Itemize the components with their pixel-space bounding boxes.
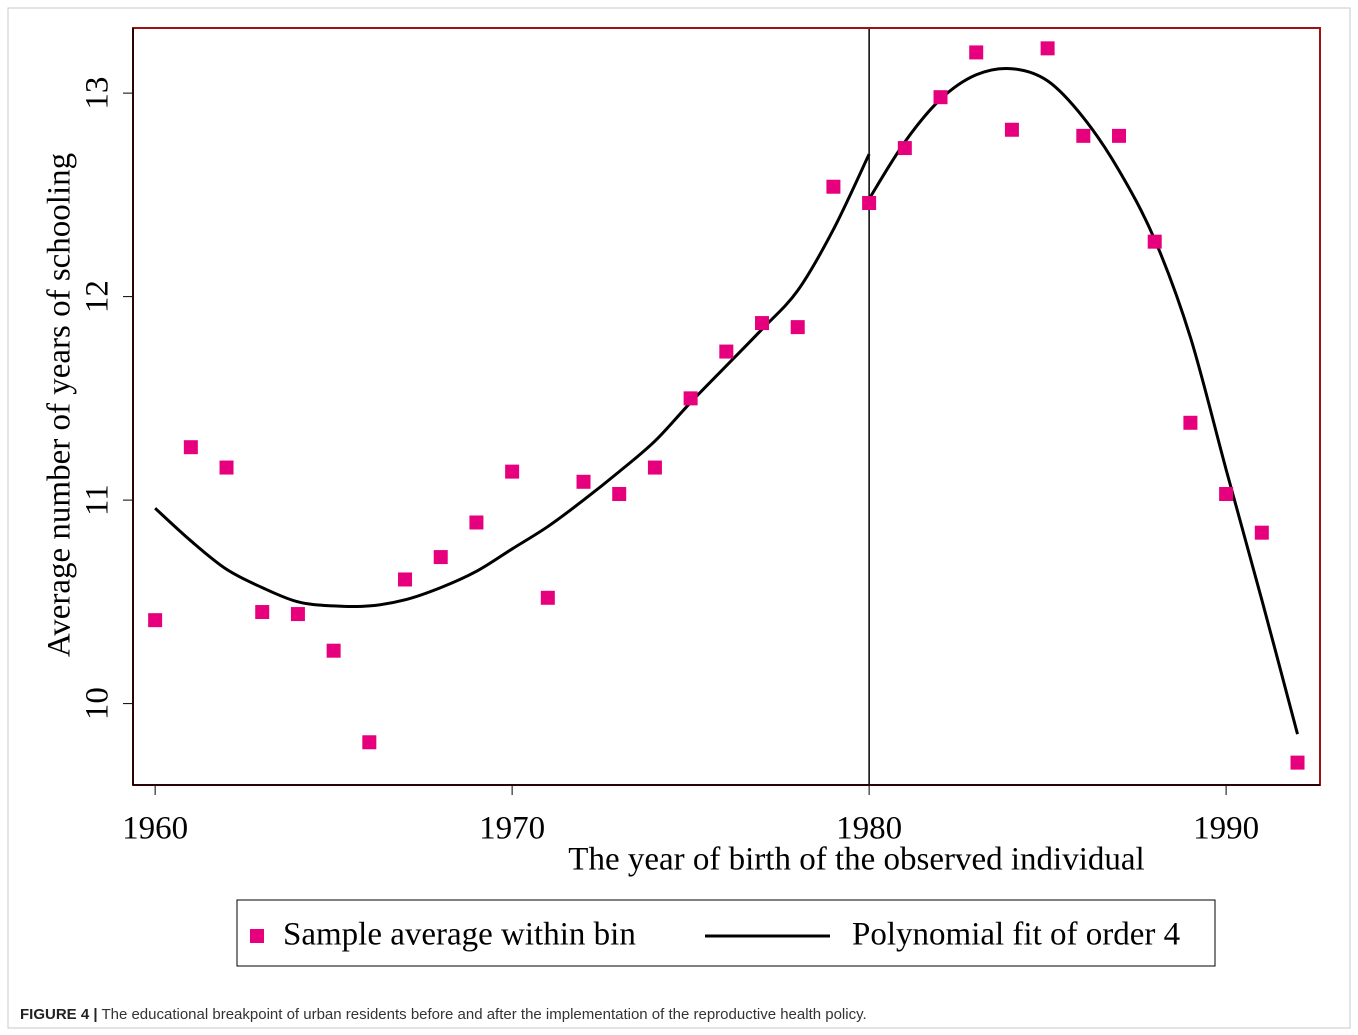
y-axis-label: Average number of years of schooling [42, 153, 78, 657]
marker [933, 90, 948, 105]
marker [1004, 122, 1019, 137]
fit-line [867, 66, 1299, 735]
fit-line [154, 153, 871, 609]
frame [7, 7, 1351, 1029]
marker [1290, 755, 1305, 770]
marker [219, 460, 234, 475]
marker [1219, 487, 1234, 502]
marker [505, 464, 520, 479]
marker [1040, 41, 1055, 56]
marker [897, 141, 912, 156]
marker [183, 440, 198, 455]
marker [1183, 415, 1198, 430]
marker [1112, 128, 1127, 143]
marker [433, 550, 448, 565]
legend-label: Polynomial fit of order 4 [852, 917, 1180, 953]
x-axis-label: The year of birth of the observed indivi… [568, 842, 1144, 878]
marker [398, 572, 413, 587]
legend-label: Sample average within bin [283, 917, 636, 953]
marker [469, 515, 484, 530]
marker [1147, 234, 1162, 249]
marker [255, 605, 270, 620]
marker [540, 590, 555, 605]
marker [755, 316, 770, 331]
x-tick-label: 1970 [479, 811, 545, 847]
y-tick-label: 10 [80, 687, 116, 720]
x-tick-label: 1980 [836, 811, 902, 847]
marker [826, 179, 841, 194]
y-tick-label: 11 [80, 484, 116, 516]
marker [862, 196, 877, 211]
x-tick-label: 1960 [122, 811, 188, 847]
marker [647, 460, 662, 475]
marker [290, 607, 305, 622]
legend-box [236, 899, 1216, 967]
marker [969, 45, 984, 60]
legend-marker [250, 929, 264, 943]
y-tick-label: 13 [80, 77, 116, 110]
x-tick-label: 1990 [1193, 811, 1259, 847]
marker [790, 320, 805, 335]
marker [719, 344, 734, 359]
marker [362, 735, 377, 750]
marker [1076, 128, 1091, 143]
marker [148, 613, 163, 628]
y-tick-label: 12 [80, 280, 116, 313]
marker [576, 474, 591, 489]
plot-border [132, 27, 1321, 786]
marker [612, 487, 627, 502]
marker [683, 391, 698, 406]
marker [1254, 525, 1269, 540]
caption: FIGURE 4 | The educational breakpoint of… [20, 1006, 867, 1023]
marker [326, 643, 341, 658]
caption-label: FIGURE 4 | [20, 1006, 98, 1023]
caption-text: The educational breakpoint of urban resi… [101, 1006, 866, 1023]
